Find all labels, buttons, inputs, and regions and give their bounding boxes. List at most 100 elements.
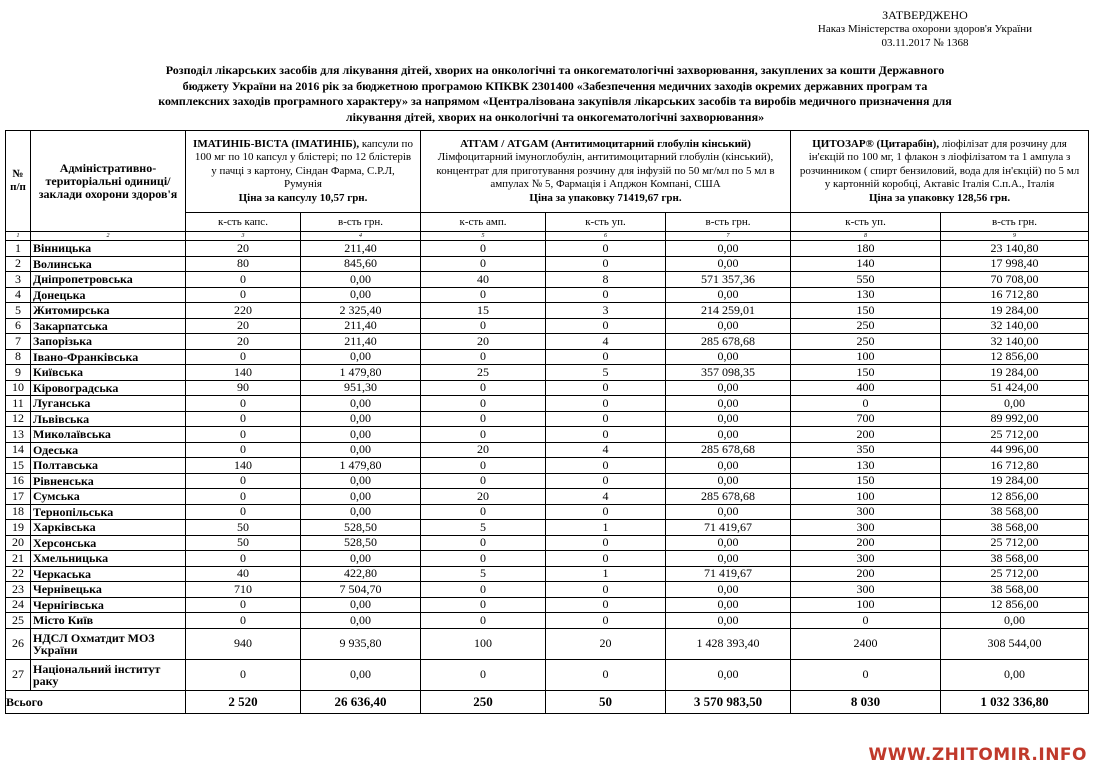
value-cell: 12 856,00 <box>940 348 1090 365</box>
value-cell: 140 <box>790 255 942 272</box>
drug-price: Ціна за упаковку 128,56 грн. <box>868 191 1011 204</box>
region-name: НДСЛ Охматдит МОЗ України <box>30 627 186 660</box>
value-cell: 0,00 <box>664 410 792 427</box>
value-cell: 0 <box>545 612 666 629</box>
value-cell: 50 <box>185 519 301 536</box>
value-cell: 25 <box>420 364 546 381</box>
value-cell: 0 <box>185 410 301 427</box>
total-value: 250 <box>420 689 546 714</box>
column-number: 8 <box>790 231 942 241</box>
value-cell: 90 <box>185 379 301 396</box>
value-cell: 51 424,00 <box>940 379 1090 396</box>
value-cell: 0 <box>420 581 546 598</box>
value-cell: 20 <box>185 240 301 257</box>
value-cell: 4 <box>545 488 666 505</box>
column-number: 3 <box>185 231 301 241</box>
row-number: 26 <box>5 627 31 660</box>
value-cell: 15 <box>420 302 546 319</box>
value-cell: 0,00 <box>300 441 421 458</box>
table-row: 3 Дніпропетровська 0 0,00 40 8 571 357,36 550 70… <box>5 271 1090 288</box>
value-cell: 0 <box>420 379 546 396</box>
value-cell: 211,40 <box>300 240 421 257</box>
row-number: 4 <box>5 286 31 303</box>
col-no-header: № п/п <box>5 130 31 232</box>
value-cell: 0 <box>420 612 546 629</box>
drug-price: Ціна за упаковку 71419,67 грн. <box>529 191 682 204</box>
value-cell: 0,00 <box>664 286 792 303</box>
row-number: 27 <box>5 658 31 691</box>
row-number: 24 <box>5 596 31 613</box>
value-cell: 300 <box>790 503 942 520</box>
region-name: Чернівецька <box>30 581 186 598</box>
region-name: Полтавська <box>30 457 186 474</box>
value-cell: 25 712,00 <box>940 534 1090 551</box>
value-cell: 0 <box>185 550 301 567</box>
value-cell: 0 <box>185 658 301 691</box>
value-cell: 0 <box>545 457 666 474</box>
region-name: Житомирська <box>30 302 186 319</box>
value-cell: 0,00 <box>940 658 1090 691</box>
table-row: 18 Тернопільська 0 0,00 0 0 0,00 300 38 568,00 <box>5 503 1090 520</box>
order: Наказ Міністерства охорони здоров'я Укра… <box>817 23 1033 35</box>
region-name: Запорізька <box>30 333 186 350</box>
value-cell: 0 <box>545 596 666 613</box>
value-cell: 130 <box>790 457 942 474</box>
document-title: Розподіл лікарських засобів для лікуванн… <box>158 63 952 124</box>
value-cell: 250 <box>790 333 942 350</box>
value-cell: 214 259,01 <box>664 302 792 319</box>
value-cell: 0,00 <box>300 658 421 691</box>
row-number: 11 <box>5 395 31 412</box>
row-number: 6 <box>5 317 31 334</box>
value-cell: 0 <box>185 271 301 288</box>
value-cell: 140 <box>185 457 301 474</box>
value-cell: 0 <box>185 286 301 303</box>
value-cell: 100 <box>420 627 546 660</box>
value-cell: 0,00 <box>300 550 421 567</box>
value-cell: 0 <box>545 410 666 427</box>
value-cell: 0 <box>545 286 666 303</box>
value-cell: 0 <box>545 534 666 551</box>
value-cell: 0,00 <box>664 503 792 520</box>
value-cell: 38 568,00 <box>940 581 1090 598</box>
row-number: 20 <box>5 534 31 551</box>
value-cell: 0 <box>545 348 666 365</box>
table-row: 17 Сумська 0 0,00 20 4 285 678,68 100 12 856,00 <box>5 488 1090 505</box>
value-cell: 20 <box>185 333 301 350</box>
drug-name: ЦИТОЗАР® (Цитарабін), <box>812 137 940 150</box>
row-number: 17 <box>5 488 31 505</box>
value-cell: 220 <box>185 302 301 319</box>
value-cell: 9 935,80 <box>300 627 421 660</box>
value-cell: 0 <box>545 395 666 412</box>
value-cell: 0 <box>545 503 666 520</box>
value-cell: 0,00 <box>664 426 792 443</box>
value-cell: 0,00 <box>300 612 421 629</box>
value-cell: 710 <box>185 581 301 598</box>
value-cell: 0,00 <box>300 472 421 489</box>
table-row: 11 Луганська 0 0,00 0 0 0,00 0 0,00 <box>5 395 1090 412</box>
value-cell: 150 <box>790 472 942 489</box>
value-cell: 0 <box>185 503 301 520</box>
value-cell: 44 996,00 <box>940 441 1090 458</box>
drug-header: ІМАТИНІБ-ВІСТА (ІМАТИНІБ), капсули по 10… <box>185 130 421 213</box>
table-row: 23 Чернівецька 710 7 504,70 0 0 0,00 300 38 568,… <box>5 581 1090 598</box>
table-row: 22 Черкаська 40 422,80 5 1 71 419,67 200 25 712,… <box>5 565 1090 582</box>
value-cell: 1 <box>545 519 666 536</box>
value-cell: 0 <box>420 255 546 272</box>
value-cell: 308 544,00 <box>940 627 1090 660</box>
value-cell: 8 <box>545 271 666 288</box>
table-row: 26 НДСЛ Охматдит МОЗ України 940 9 935,80 10… <box>5 627 1090 660</box>
region-name: Херсонська <box>30 534 186 551</box>
value-cell: 528,50 <box>300 534 421 551</box>
value-cell: 0 <box>790 612 942 629</box>
subheader: в-сть грн. <box>300 212 421 232</box>
value-cell: 0,00 <box>300 410 421 427</box>
value-cell: 0 <box>420 348 546 365</box>
value-cell: 180 <box>790 240 942 257</box>
value-cell: 550 <box>790 271 942 288</box>
subheader-row: к-сть капс. в-сть грн. к-сть амп. к-сть уп.… <box>6 212 1090 232</box>
value-cell: 4 <box>545 441 666 458</box>
value-cell: 0 <box>545 255 666 272</box>
region-name: Волинська <box>30 255 186 272</box>
value-cell: 357 098,35 <box>664 364 792 381</box>
